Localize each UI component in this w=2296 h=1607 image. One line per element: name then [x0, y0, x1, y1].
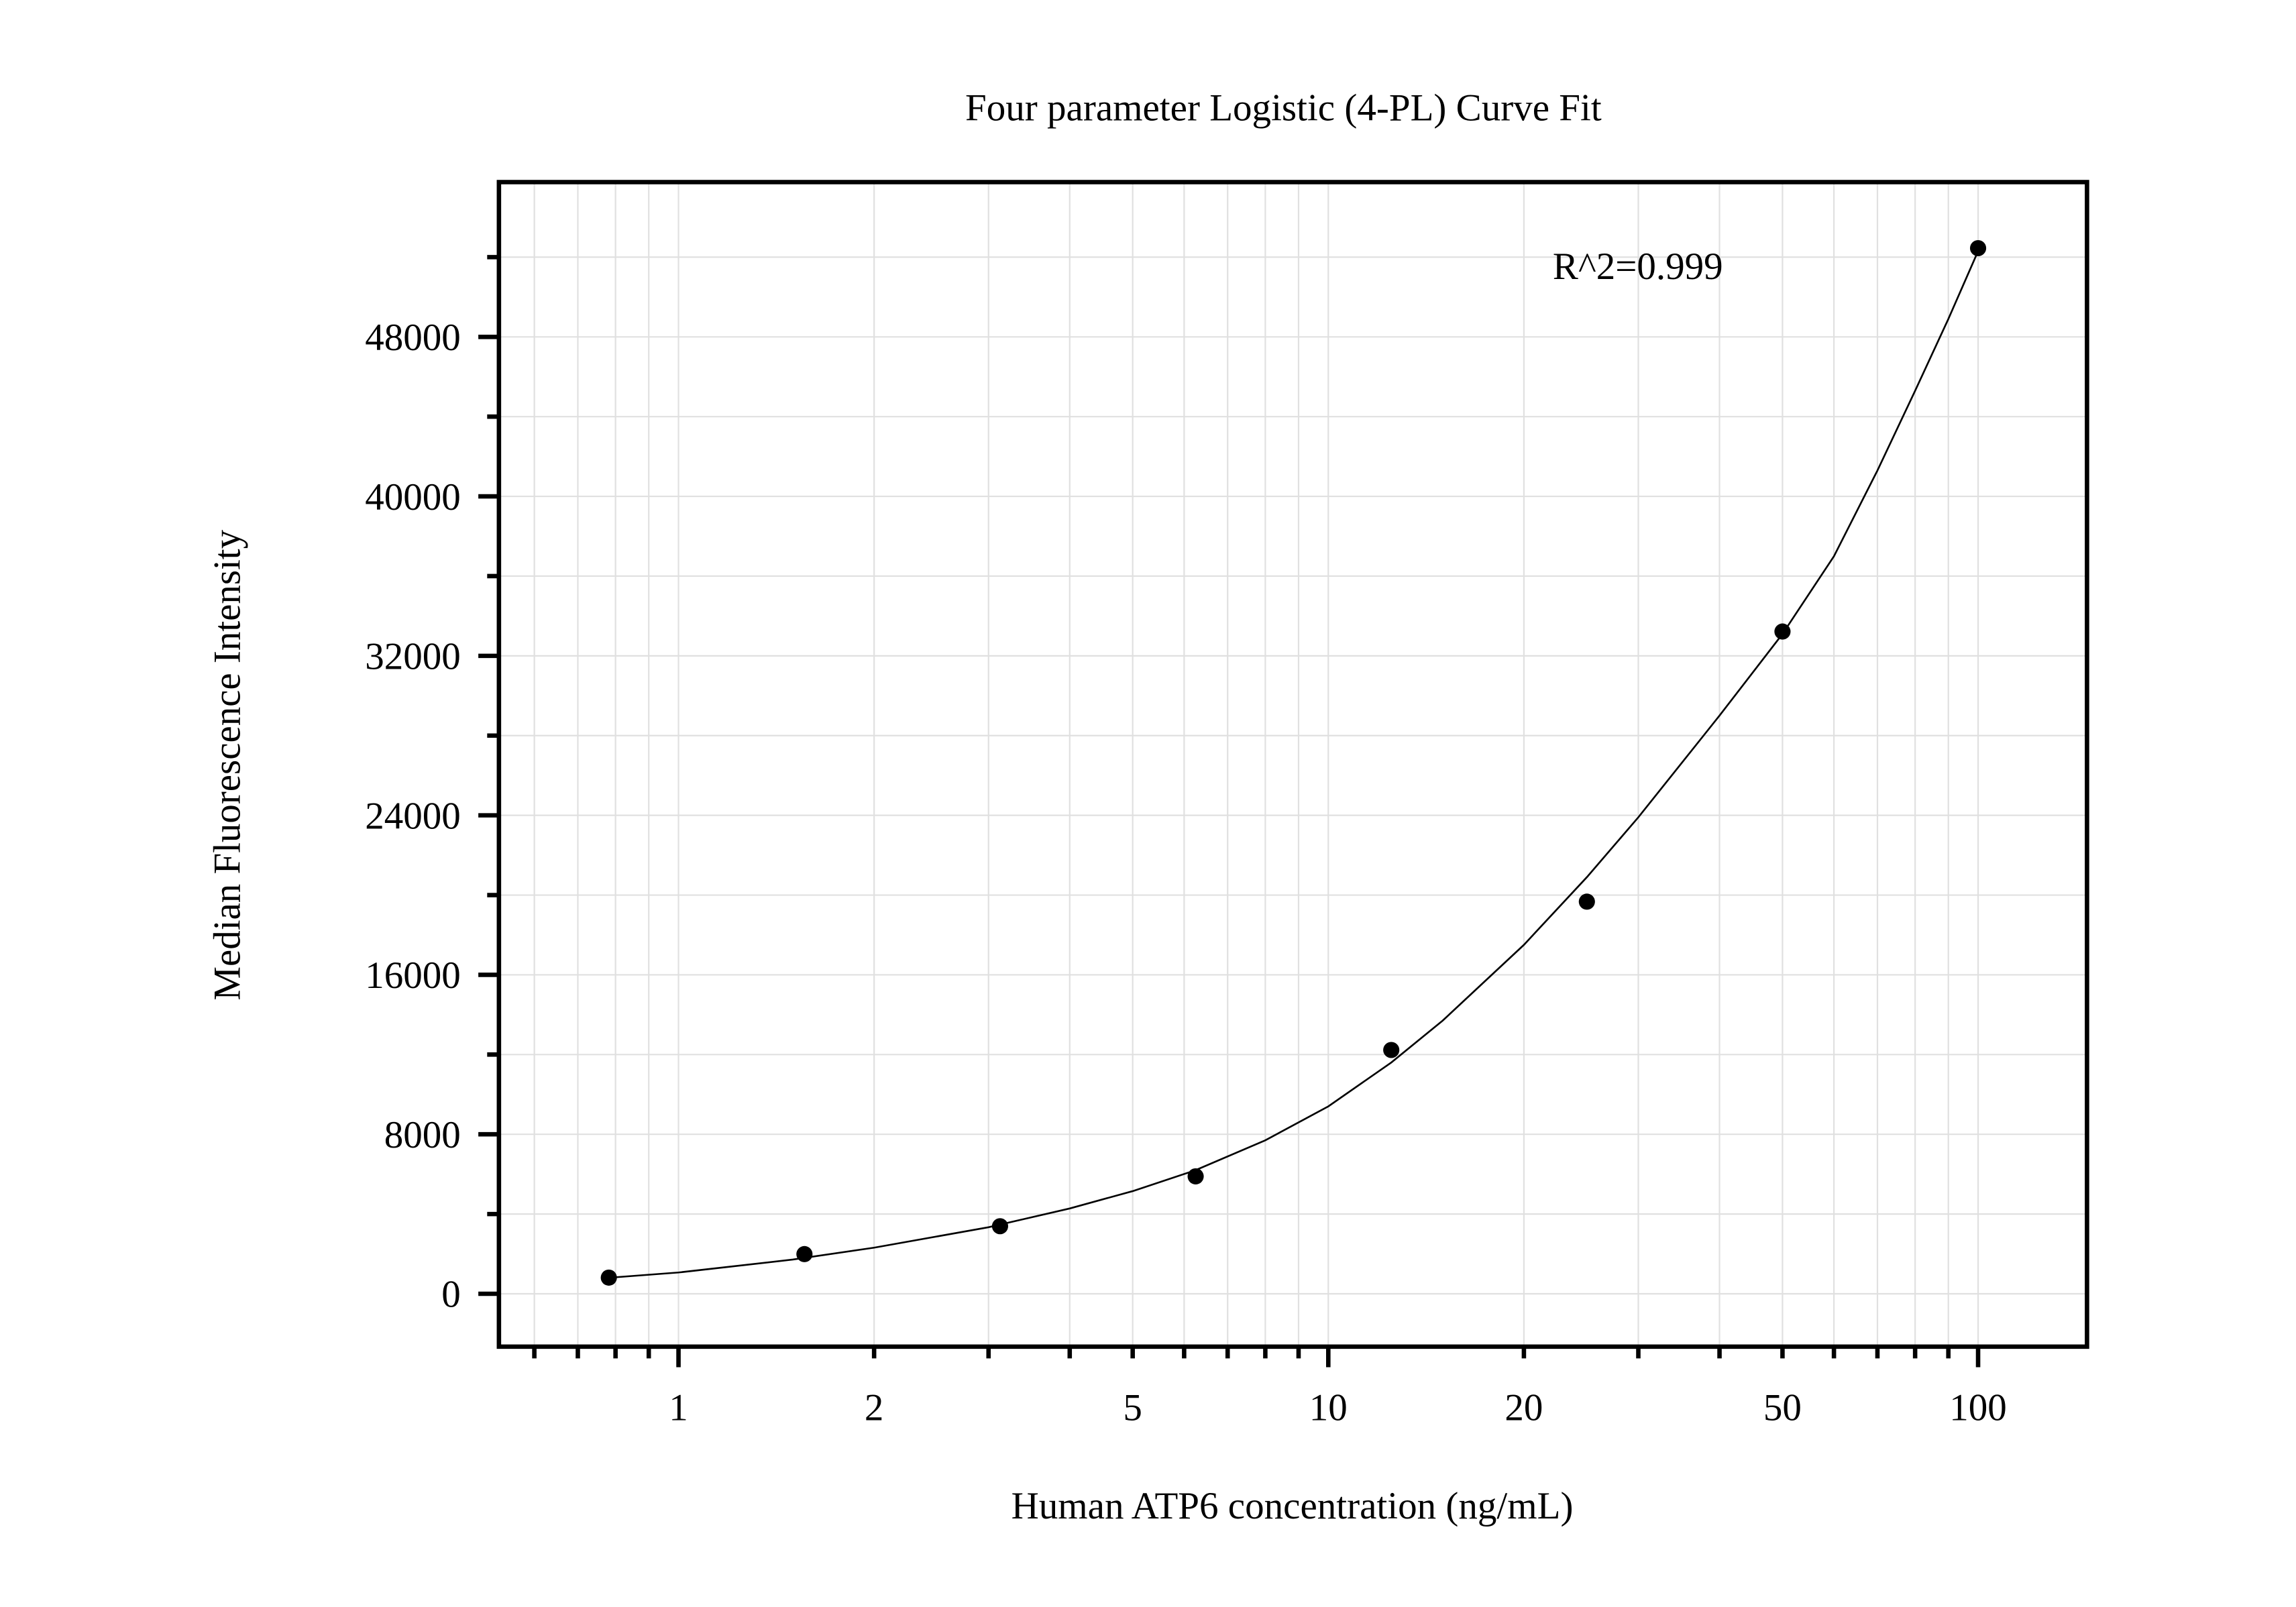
- y-tick-label: 0: [441, 1274, 461, 1316]
- x-tick-label: 100: [1949, 1386, 2007, 1429]
- data-point: [600, 1269, 617, 1286]
- axis-ticks: [478, 255, 1981, 1368]
- fit-curve-line: [608, 250, 1979, 1279]
- grid-lines: [498, 182, 2087, 1347]
- y-tick-label: 48000: [365, 317, 461, 359]
- fit-curve: [608, 250, 1979, 1279]
- data-points: [600, 239, 1987, 1286]
- tick-labels: 1 2 5 10 20 50 100 0 8000 16000 24000 32000 40000 480…: [365, 317, 2007, 1429]
- y-tick-label: 24000: [365, 795, 461, 837]
- x-tick-label: 50: [1763, 1386, 1802, 1429]
- plot-frame: [496, 180, 2089, 1349]
- data-point: [1187, 1168, 1204, 1184]
- y-tick-label: 16000: [365, 954, 461, 997]
- x-tick-label: 5: [1123, 1386, 1142, 1429]
- y-tick-label: 32000: [365, 636, 461, 678]
- data-point: [1774, 623, 1791, 640]
- y-axis-title: Median Fluorescence Intensity: [207, 529, 249, 1000]
- chart-title: Four parameter Logistic (4-PL) Curve Fit: [965, 87, 1602, 129]
- y-tick-label: 8000: [384, 1114, 461, 1156]
- data-point: [1578, 893, 1595, 910]
- data-point: [796, 1245, 813, 1262]
- y-tick-label: 40000: [365, 476, 461, 518]
- data-point: [991, 1218, 1008, 1235]
- r-squared-annotation: R^2=0.999: [1553, 245, 1723, 288]
- x-tick-label: 1: [669, 1386, 688, 1429]
- x-axis-title: Human ATP6 concentration (ng/mL): [1012, 1485, 1574, 1527]
- data-point: [1383, 1042, 1400, 1058]
- x-tick-label: 2: [865, 1386, 884, 1429]
- x-tick-label: 20: [1505, 1386, 1543, 1429]
- data-point: [1969, 239, 1987, 257]
- x-tick-label: 10: [1309, 1386, 1348, 1429]
